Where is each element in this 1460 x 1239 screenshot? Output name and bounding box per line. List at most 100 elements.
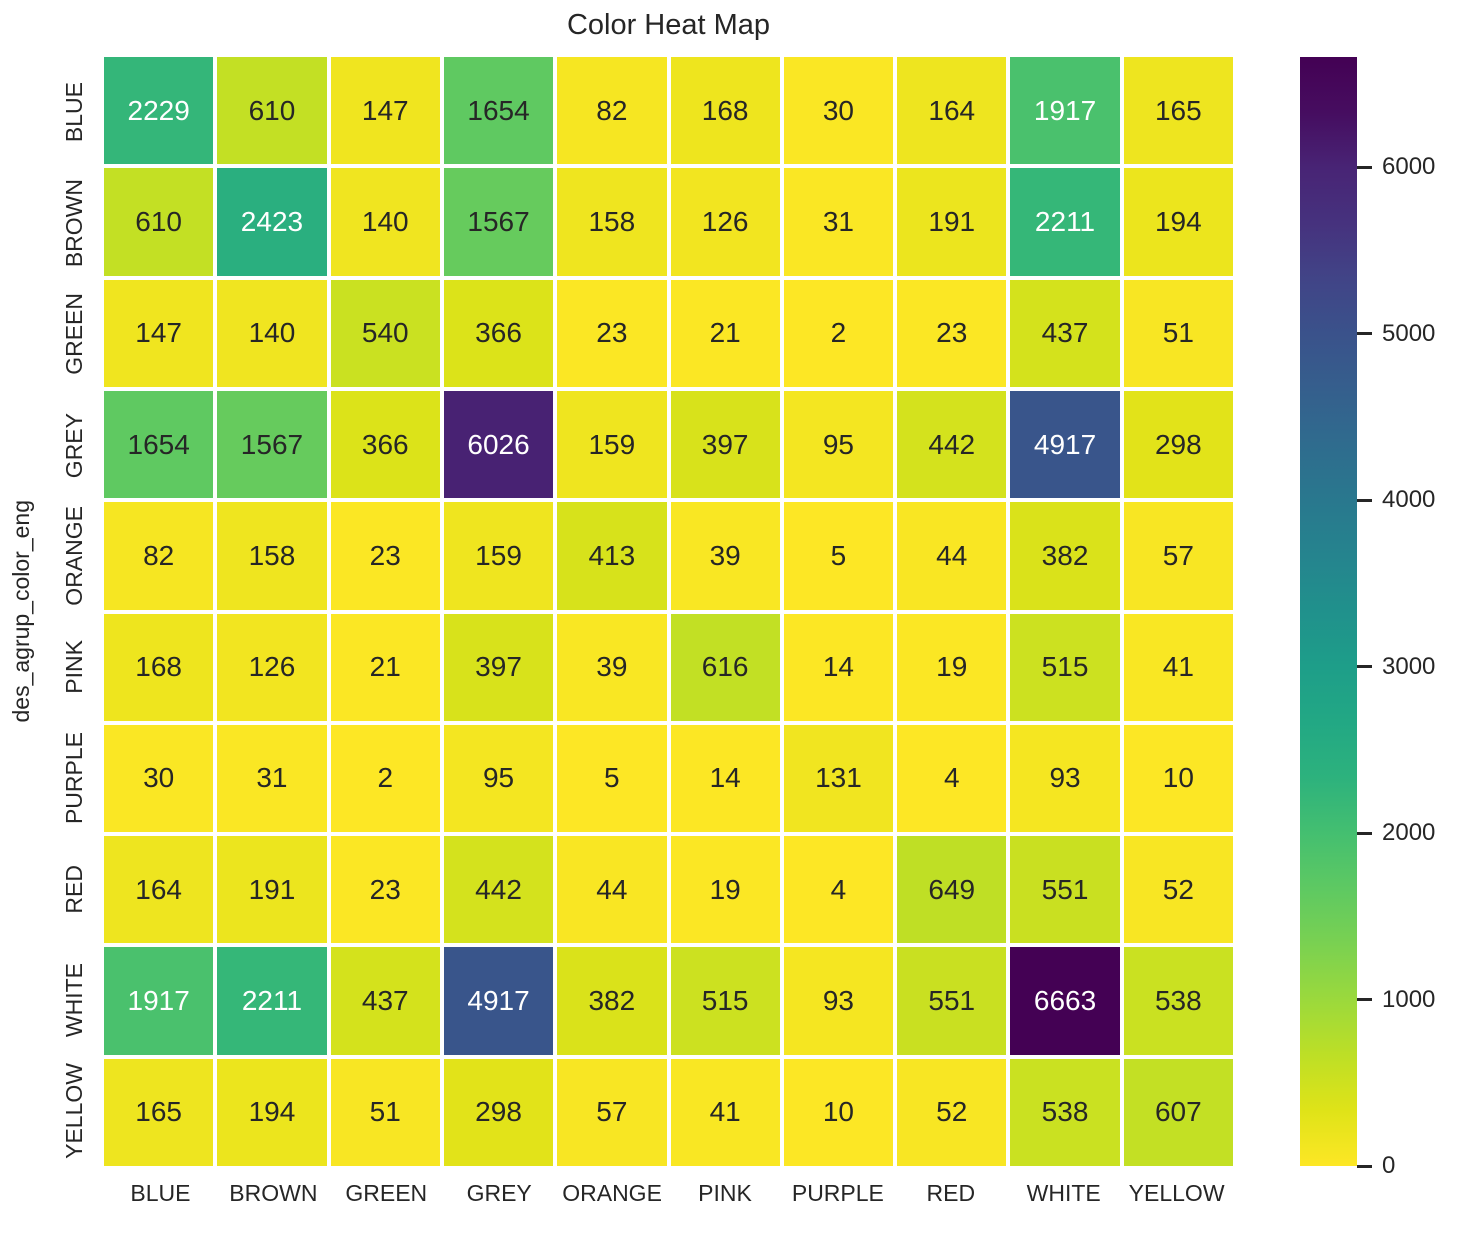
heatmap-cell: 30 (104, 724, 214, 833)
heatmap-cell: 515 (670, 947, 780, 1055)
colorbar-tick-label: 6000 (1382, 153, 1436, 181)
heatmap-cell: 52 (897, 1058, 1007, 1166)
heatmap-cell: 366 (330, 390, 440, 499)
heatmap-cell: 93 (783, 947, 894, 1055)
heatmap-cell: 44 (557, 836, 667, 944)
y-tick-label: YELLOW (50, 1055, 98, 1166)
heatmap-cell: 538 (1010, 1058, 1120, 1166)
heatmap-cell: 41 (1123, 613, 1233, 721)
heatmap-cell: 23 (330, 836, 440, 944)
heatmap-cell: 21 (330, 613, 440, 721)
x-tick-label: RED (926, 1180, 976, 1206)
y-tick-label-text: PINK (60, 640, 87, 694)
heatmap-cell: 23 (557, 279, 667, 387)
heatmap-cell: 2211 (217, 947, 327, 1055)
heatmap-cell: 159 (443, 502, 554, 610)
heatmap-cell: 397 (670, 390, 780, 499)
heatmap-cell: 21 (670, 279, 780, 387)
heatmap-cell: 41 (670, 1058, 780, 1166)
heatmap-cell: 131 (783, 724, 894, 833)
colorbar-tick-label: 5000 (1382, 319, 1436, 347)
heatmap-cell: 158 (217, 502, 327, 610)
y-tick-label: BLUE (50, 57, 98, 168)
heatmap-cell: 52 (1123, 836, 1233, 944)
y-tick-label-text: BLUE (60, 82, 87, 143)
y-tick-label-text: RED (60, 864, 87, 914)
colorbar-tick-mark (1357, 332, 1372, 336)
heatmap-cell: 147 (330, 57, 440, 165)
heatmap-cell: 191 (897, 168, 1007, 276)
y-tick-labels: BLUE BROWN GREEN GREY ORANGE PINK PURPLE RED WHI… (50, 57, 98, 1166)
heatmap-cell: 4917 (1010, 390, 1120, 499)
heatmap-cell: 298 (1123, 390, 1233, 499)
heatmap-cell: 158 (557, 168, 667, 276)
colorbar-tick-mark (1357, 998, 1372, 1002)
y-tick-label-text: GREEN (60, 293, 87, 376)
heatmap-cell: 14 (670, 724, 780, 833)
colorbar-tick: 1000 (1357, 986, 1435, 1014)
heatmap-cell: 194 (217, 1058, 327, 1166)
heatmap-cell: 1654 (443, 57, 554, 165)
heatmap-cell: 30 (783, 57, 894, 165)
x-tick-label: ORANGE (562, 1180, 662, 1206)
heatmap-cell: 194 (1123, 168, 1233, 276)
colorbar-tick: 2000 (1357, 819, 1435, 847)
heatmap-cell: 44 (897, 502, 1007, 610)
heatmap-cell: 191 (217, 836, 327, 944)
heatmap-cell: 413 (557, 502, 667, 610)
y-tick-label: WHITE (50, 944, 98, 1055)
heatmap-cell: 31 (783, 168, 894, 276)
y-tick-label: ORANGE (50, 501, 98, 612)
y-tick-label: PINK (50, 612, 98, 723)
heatmap-cell: 610 (104, 168, 214, 276)
y-tick-label-text: PURPLE (60, 731, 87, 824)
heatmap-cell: 159 (557, 390, 667, 499)
heatmap-cell: 366 (443, 279, 554, 387)
colorbar-gradient (1300, 57, 1357, 1166)
heatmap-cell: 23 (330, 502, 440, 610)
heatmap-cell: 442 (897, 390, 1007, 499)
heatmap-cell: 437 (1010, 279, 1120, 387)
colorbar-tick-label: 1000 (1382, 985, 1436, 1013)
heatmap-cell: 95 (783, 390, 894, 499)
x-tick-label: PURPLE (791, 1180, 884, 1206)
heatmap-cell: 4917 (443, 947, 554, 1055)
heatmap-cell: 442 (443, 836, 554, 944)
heatmap-cell: 10 (783, 1058, 894, 1166)
heatmap-cell: 140 (217, 279, 327, 387)
heatmap-cell: 610 (217, 57, 327, 165)
heatmap-cell: 4 (897, 724, 1007, 833)
heatmap-cell: 23 (897, 279, 1007, 387)
heatmap-cell: 1567 (443, 168, 554, 276)
colorbar: 0 1000 2000 3000 4000 5000 6000 (1300, 57, 1435, 1179)
heatmap-cell: 551 (897, 947, 1007, 1055)
y-tick-label-text: ORANGE (60, 506, 87, 606)
heatmap-cell: 538 (1123, 947, 1233, 1055)
y-tick-label-text: GREY (60, 412, 87, 478)
x-tick-label: BLUE (130, 1180, 191, 1206)
heatmap-cell: 1567 (217, 390, 327, 499)
heatmap-cell: 165 (1123, 57, 1233, 165)
colorbar-tick-label: 4000 (1382, 486, 1436, 514)
heatmap-cell: 515 (1010, 613, 1120, 721)
x-tick-label: GREEN (345, 1180, 428, 1206)
heatmap-cell: 1917 (104, 947, 214, 1055)
y-tick-label: RED (50, 833, 98, 944)
heatmap-cell: 607 (1123, 1058, 1233, 1166)
heatmap-cell: 168 (104, 613, 214, 721)
heatmap-cell: 382 (1010, 502, 1120, 610)
heatmap-cell: 95 (443, 724, 554, 833)
heatmap-cell: 5 (783, 502, 894, 610)
heatmap-cell: 31 (217, 724, 327, 833)
colorbar-tick: 3000 (1357, 653, 1435, 681)
heatmap-cell: 10 (1123, 724, 1233, 833)
colorbar-tick-mark (1357, 665, 1372, 669)
y-axis-label-text: des_agrup_color_eng (7, 500, 34, 723)
colorbar-tick: 6000 (1357, 153, 1435, 181)
heatmap-cell: 126 (217, 613, 327, 721)
heatmap-cell: 57 (557, 1058, 667, 1166)
colorbar-tick-mark (1357, 165, 1372, 169)
heatmap-cell: 140 (330, 168, 440, 276)
heatmap-cell: 82 (557, 57, 667, 165)
x-tick-label: BROWN (229, 1180, 318, 1206)
